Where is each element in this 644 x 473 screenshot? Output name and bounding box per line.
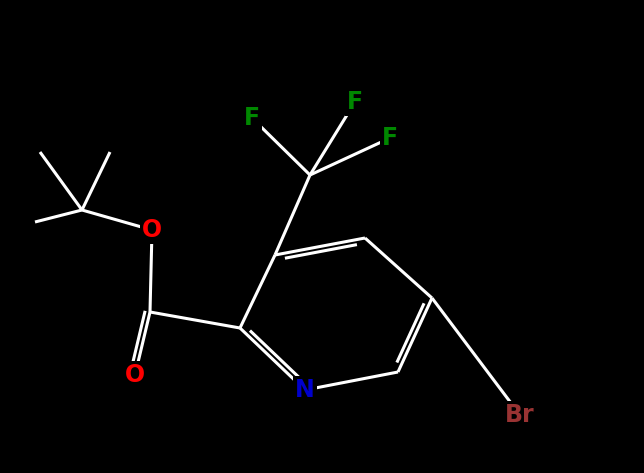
Text: F: F [244,106,260,130]
Text: N: N [295,378,315,402]
Text: F: F [382,126,398,150]
Text: O: O [142,218,162,242]
Text: F: F [347,90,363,114]
Text: Br: Br [505,403,535,427]
Text: O: O [125,363,145,387]
